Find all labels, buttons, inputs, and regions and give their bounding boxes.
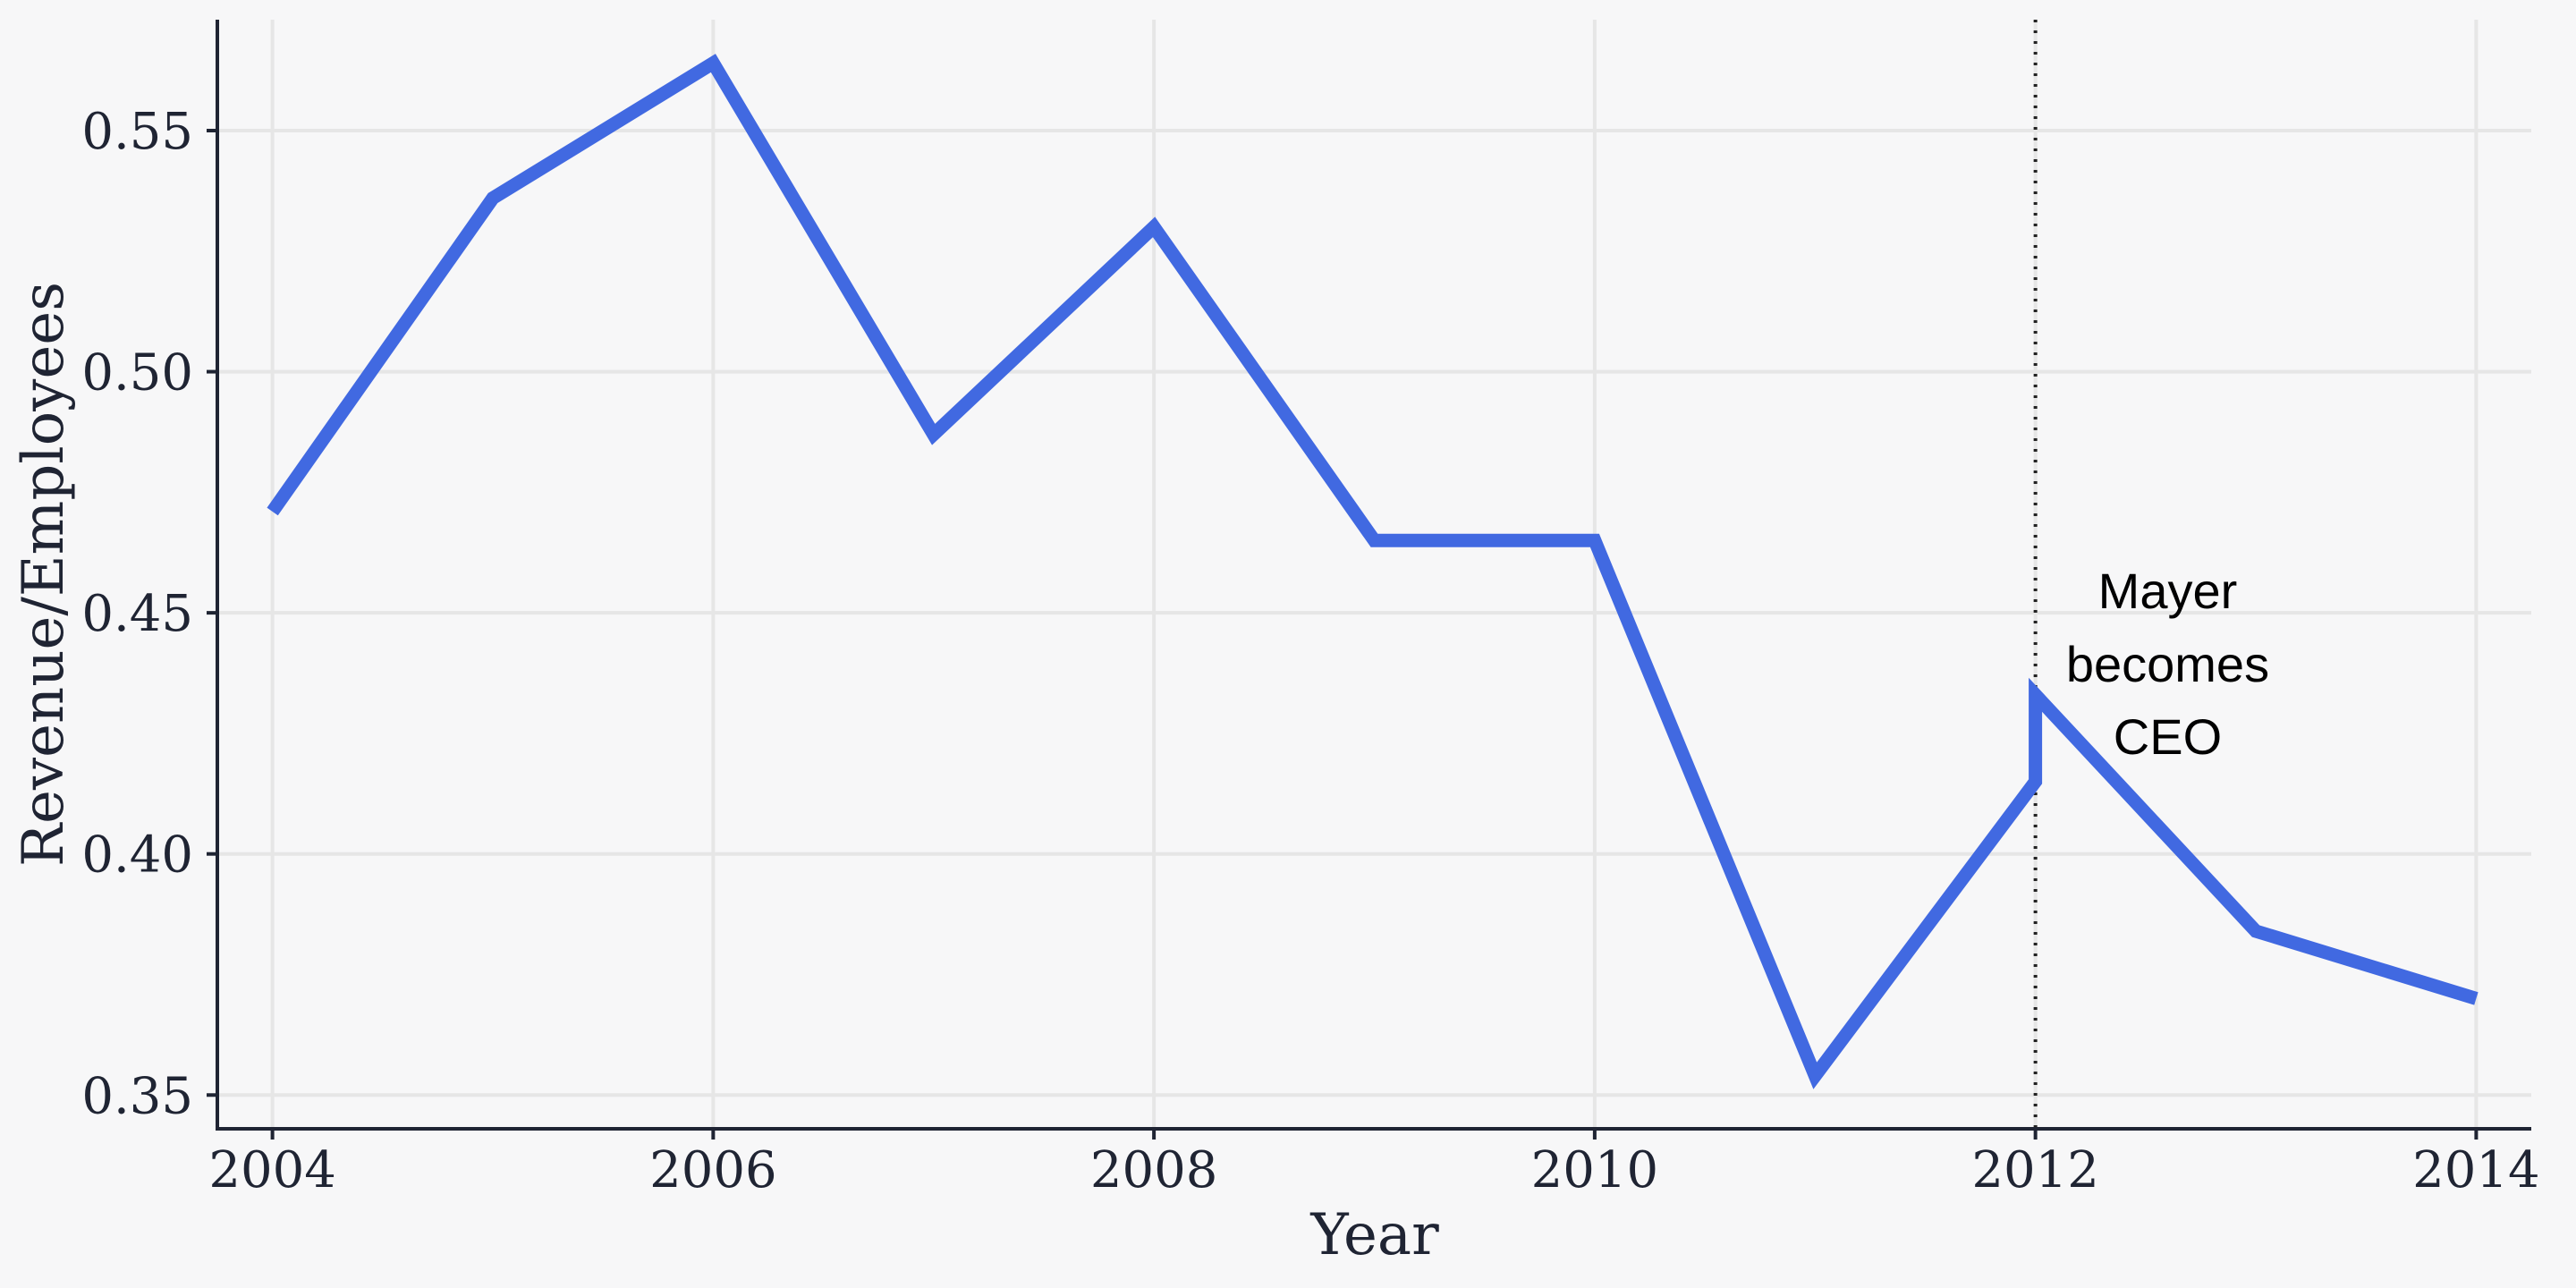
y-tick-label: 0.35 (81, 1067, 193, 1125)
tick-labels: 2004 2006 2008 2010 2012 2014 0.35 0.40 0.45 0.50… (81, 103, 2539, 1199)
x-tick-label: 2014 (2412, 1141, 2540, 1199)
y-tick-label: 0.40 (81, 826, 193, 885)
annotation-line: becomes (2066, 636, 2269, 692)
y-axis-title: Revenue/Employees (11, 282, 77, 867)
x-tick-label: 2004 (208, 1141, 336, 1199)
y-tick-label: 0.50 (81, 344, 193, 402)
x-tick-label: 2008 (1090, 1141, 1218, 1199)
y-tick-label: 0.55 (81, 103, 193, 161)
y-tick-label: 0.45 (81, 585, 193, 643)
x-tick-label: 2010 (1531, 1141, 1659, 1199)
series-line (267, 54, 2479, 1089)
x-tick-label: 2006 (649, 1141, 777, 1199)
x-tick-label: 2012 (1971, 1141, 2099, 1199)
axes (207, 20, 2531, 1140)
annotation-line: Mayer (2098, 563, 2238, 619)
annotation: Mayer becomes CEO (2066, 563, 2269, 765)
annotation-line: CEO (2114, 708, 2222, 765)
x-axis-title: Year (1309, 1202, 1439, 1268)
series-group (267, 54, 2479, 1089)
